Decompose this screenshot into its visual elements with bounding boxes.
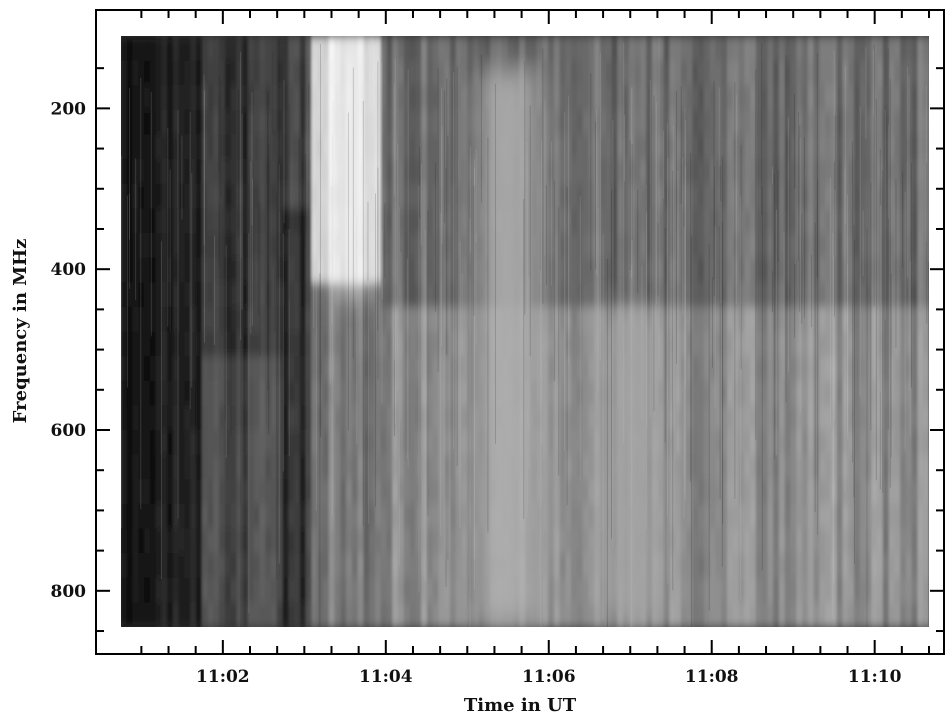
tick-labels: 11:02 11:04 11:06 11:08 11:10 200 400 600 800 [51, 99, 902, 687]
x-tick-label: 11:02 [196, 667, 250, 687]
y-tick-label: 200 [51, 99, 87, 119]
x-tick-label: 11:08 [685, 667, 739, 687]
plot-frame [95, 9, 945, 655]
y-tick-label: 600 [51, 421, 87, 441]
axis-ticks [96, 10, 944, 654]
feature-region [600, 309, 661, 623]
y-tick-label: 400 [51, 260, 87, 280]
x-tick-label: 11:10 [848, 667, 902, 687]
x-axis-title: Time in UT [464, 695, 577, 716]
spectrogram-image [121, 36, 929, 627]
feature-region [335, 40, 368, 294]
y-tick-label: 800 [51, 582, 87, 602]
feature-region [478, 68, 539, 623]
x-tick-label: 11:06 [522, 667, 576, 687]
y-axis-title: Frequency in MHz [10, 239, 31, 424]
x-tick-label: 11:04 [359, 667, 413, 687]
